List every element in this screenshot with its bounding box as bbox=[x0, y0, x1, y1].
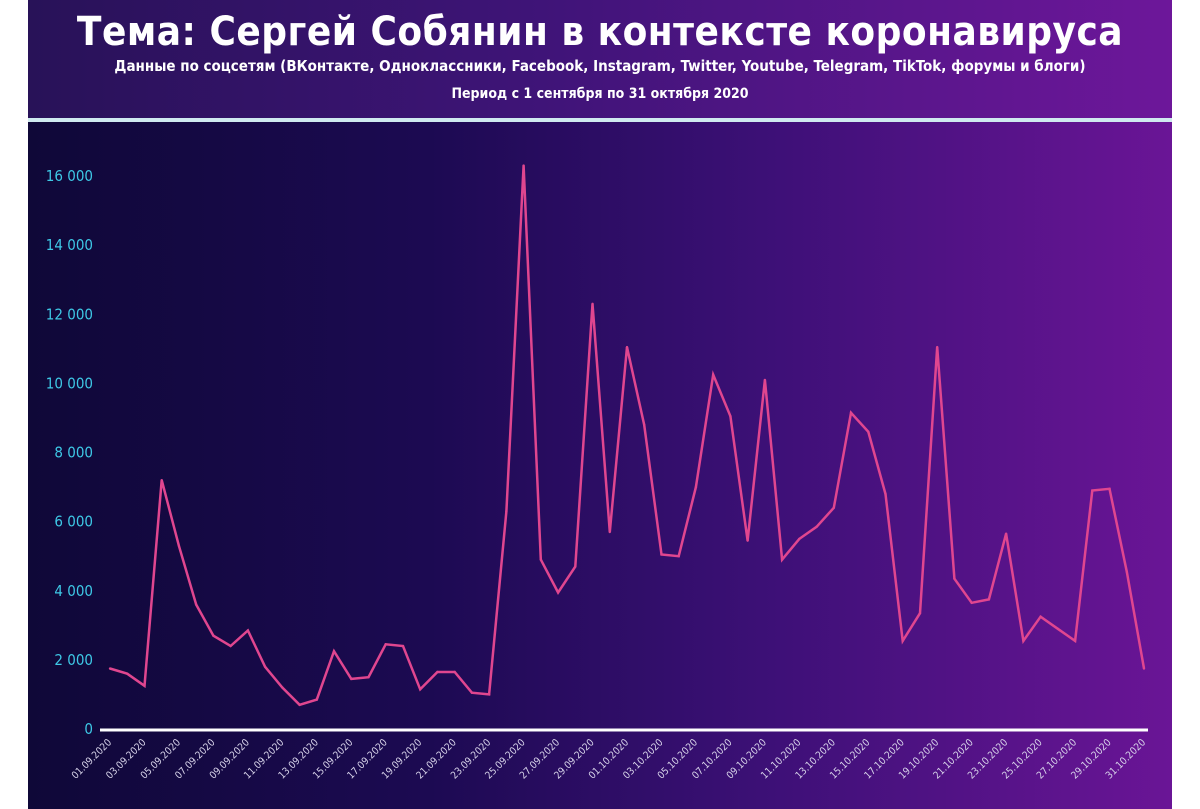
data-point bbox=[798, 537, 801, 541]
data-point bbox=[246, 629, 250, 632]
data-point bbox=[315, 698, 318, 701]
data-point bbox=[711, 373, 715, 376]
line-chart: 0 2 000 4 000 6 000 8 000 10 000 12 000 14 000 1… bbox=[46, 164, 1148, 782]
data-point bbox=[694, 485, 698, 489]
data-point bbox=[212, 634, 215, 637]
data-point bbox=[660, 553, 663, 556]
y-tick-label: 12 000 bbox=[46, 305, 93, 323]
data-point bbox=[367, 675, 370, 679]
data-point bbox=[108, 667, 112, 670]
data-point bbox=[832, 506, 835, 509]
y-tick-label: 16 000 bbox=[46, 167, 93, 185]
data-point bbox=[1091, 489, 1094, 492]
data-point bbox=[1125, 570, 1128, 573]
y-tick-label: 8 000 bbox=[54, 444, 93, 462]
data-point bbox=[281, 686, 284, 689]
data-point bbox=[1004, 532, 1008, 535]
data-point bbox=[970, 601, 973, 605]
data-point bbox=[401, 644, 405, 648]
data-point bbox=[160, 478, 163, 482]
data-point bbox=[729, 415, 732, 418]
data-point bbox=[194, 603, 198, 606]
data-point bbox=[556, 591, 560, 594]
data-point bbox=[815, 525, 818, 529]
y-tick-label: 10 000 bbox=[46, 374, 93, 392]
data-point bbox=[522, 164, 525, 167]
header: Тема: Сергей Собянин в контексте коронав… bbox=[28, 0, 1172, 118]
data-points bbox=[108, 164, 1146, 707]
y-tick-label: 4 000 bbox=[54, 582, 93, 600]
data-point bbox=[953, 577, 956, 580]
chart-period: Период с 1 сентября по 31 октября 2020 bbox=[451, 86, 749, 102]
series-line bbox=[109, 165, 1146, 707]
data-point bbox=[539, 558, 543, 561]
data-point bbox=[746, 539, 749, 542]
data-point bbox=[384, 643, 387, 646]
data-point bbox=[177, 544, 181, 548]
data-point bbox=[332, 650, 336, 653]
y-tick-label: 6 000 bbox=[54, 513, 93, 531]
data-point bbox=[126, 672, 129, 675]
data-point bbox=[918, 612, 922, 615]
data-point bbox=[643, 423, 646, 427]
y-tick-label: 2 000 bbox=[54, 651, 93, 669]
data-point bbox=[936, 345, 939, 349]
data-point bbox=[677, 554, 680, 558]
x-axis-ticks: 01.09.202003.09.202005.09.202007.09.2020… bbox=[70, 737, 1148, 781]
data-point bbox=[419, 688, 422, 691]
data-point bbox=[453, 670, 456, 674]
data-point bbox=[625, 345, 629, 349]
y-tick-label: 0 bbox=[84, 720, 93, 738]
data-point bbox=[867, 430, 870, 433]
chart-frame: Тема: Сергей Собянин в контексте коронав… bbox=[28, 0, 1172, 809]
data-point bbox=[298, 703, 301, 707]
data-point bbox=[901, 639, 904, 643]
data-point bbox=[574, 565, 577, 568]
chart-subtitle: Данные по соцсетям (ВКонтакте, Однокласс… bbox=[114, 57, 1086, 75]
data-point bbox=[884, 492, 887, 496]
data-point bbox=[1022, 639, 1025, 643]
data-point bbox=[350, 677, 353, 681]
data-point bbox=[1142, 667, 1146, 670]
data-point bbox=[436, 670, 439, 674]
data-point bbox=[849, 411, 853, 414]
y-axis-ticks: 0 2 000 4 000 6 000 8 000 10 000 12 000 14 000 1… bbox=[46, 167, 93, 738]
data-point bbox=[763, 378, 767, 382]
data-point bbox=[470, 691, 474, 694]
data-point bbox=[987, 598, 991, 601]
data-point bbox=[263, 665, 267, 668]
data-point bbox=[505, 510, 508, 513]
data-point bbox=[229, 644, 232, 648]
data-point bbox=[1108, 487, 1111, 490]
data-point bbox=[608, 530, 611, 534]
data-point bbox=[487, 693, 491, 696]
data-point bbox=[780, 558, 784, 561]
data-point bbox=[1073, 639, 1077, 643]
data-point bbox=[1056, 627, 1060, 630]
header-divider bbox=[28, 118, 1172, 122]
chart-title: Тема: Сергей Собянин в контексте коронав… bbox=[76, 9, 1124, 55]
data-point bbox=[1039, 615, 1042, 618]
y-tick-label: 14 000 bbox=[46, 236, 93, 254]
data-point bbox=[143, 684, 146, 687]
data-point bbox=[591, 302, 594, 306]
